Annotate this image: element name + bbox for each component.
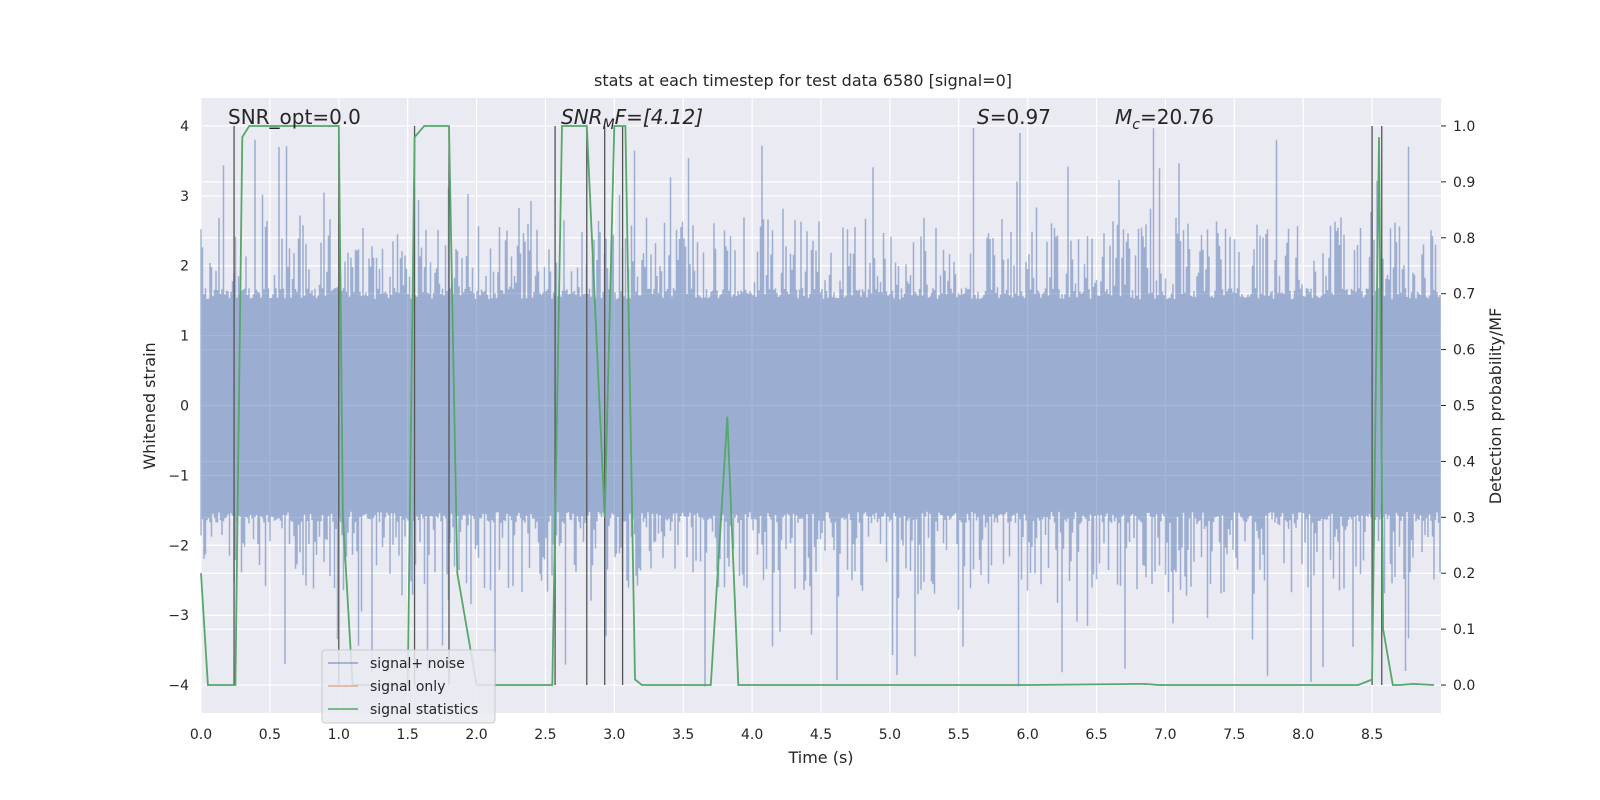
x-tick-label-17: 8.5	[1361, 727, 1383, 743]
annotation-mc-symbol: M	[1115, 105, 1132, 129]
y-tick-label-0: −4	[168, 678, 189, 694]
x-tick-label-1: 0.5	[259, 727, 281, 743]
y-tick-label-5: 1	[180, 329, 189, 345]
x-tick-label-9: 4.5	[810, 727, 832, 743]
y-tick-label-6: 2	[180, 259, 189, 275]
x-tick-label-5: 2.5	[534, 727, 556, 743]
annotation-s: S=0.97	[977, 105, 1051, 129]
signal-noise-trace	[200, 128, 1441, 687]
x-tick-label-15: 7.5	[1223, 727, 1245, 743]
x-tick-label-10: 5.0	[879, 727, 901, 743]
signal-statistics-series	[200, 125, 1435, 686]
chart-title: stats at each timestep for test data 658…	[594, 71, 1012, 90]
y-axis-label: Whitened strain	[140, 342, 159, 469]
x-tick-label-3: 1.5	[397, 727, 419, 743]
x-tick-labels: 0.0 0.5 1.0 1.5 2.0 2.5 3.0 3.5 4.0 4.5 5.0 5.5 6.0 6…	[190, 727, 1383, 743]
annotation-mc-subscript: c	[1132, 117, 1140, 133]
y-right-tick-label-5: 0.5	[1453, 399, 1475, 415]
x-tick-label-12: 6.0	[1017, 727, 1039, 743]
y-right-axis-label: Detection probability/MF	[1486, 308, 1505, 505]
y-right-tick-label-10: 1.0	[1453, 119, 1475, 135]
y-tick-label-3: −1	[168, 468, 189, 484]
series-line-0	[200, 125, 1435, 686]
y-right-tick-label-8: 0.8	[1453, 231, 1475, 247]
annotation-snr-opt: SNR_opt=0.0	[228, 105, 361, 129]
x-tick-label-16: 8.0	[1292, 727, 1314, 743]
y-right-tick-label-4: 0.4	[1453, 454, 1475, 470]
x-tick-label-0: 0.0	[190, 727, 212, 743]
y-tick-label-8: 4	[180, 119, 189, 135]
y-tick-label-1: −3	[168, 608, 189, 624]
x-tick-label-8: 4.0	[741, 727, 763, 743]
legend-label-signal-noise: signal+ noise	[370, 656, 465, 672]
legend-label-signal-statistics: signal statistics	[370, 702, 478, 718]
x-axis-label: Time (s)	[787, 748, 853, 767]
y-right-tick-labels: 0.0 0.1 0.2 0.3 0.4 0.5 0.6 0.7 0.8 0.9 1.0	[1441, 119, 1475, 694]
x-tick-label-6: 3.0	[603, 727, 625, 743]
legend-label-signal-only: signal only	[370, 679, 445, 695]
annotation-snr-mf: SNRMF=[4.12]	[561, 105, 703, 133]
y-right-tick-label-1: 0.1	[1453, 622, 1475, 638]
annotation-snr-mf-symbol: SNR	[561, 105, 603, 129]
y-right-tick-label-0: 0.0	[1453, 678, 1475, 694]
y-tick-label-7: 3	[180, 189, 189, 205]
x-tick-label-7: 3.5	[672, 727, 694, 743]
annotation-mc: Mc=20.76	[1115, 105, 1214, 133]
y-tick-label-4: 0	[180, 399, 189, 415]
legend: signal+ noise signal only signal statist…	[321, 649, 496, 724]
x-tick-label-14: 7.0	[1154, 727, 1176, 743]
y-right-tick-label-3: 0.3	[1453, 510, 1475, 526]
y-tick-label-2: −2	[168, 538, 189, 554]
x-tick-label-4: 2.0	[465, 727, 487, 743]
annotation-snr-mf-subscript: M	[603, 117, 615, 133]
annotation-snr-mf-value: F=[4.12]	[615, 105, 703, 129]
annotation-mc-value: =20.76	[1140, 105, 1214, 129]
y-right-tick-label-7: 0.7	[1453, 287, 1475, 303]
y-right-tick-label-6: 0.6	[1453, 343, 1475, 359]
y-right-tick-label-2: 0.2	[1453, 566, 1475, 582]
signal-noise-path	[200, 128, 1441, 687]
x-tick-label-11: 5.5	[948, 727, 970, 743]
x-tick-label-13: 6.5	[1085, 727, 1107, 743]
x-tick-label-2: 1.0	[328, 727, 350, 743]
annotation-s-symbol: S	[977, 105, 990, 129]
legend-box	[321, 649, 496, 724]
annotation-s-value: =0.97	[990, 105, 1051, 129]
y-right-tick-label-9: 0.9	[1453, 175, 1475, 191]
y-tick-labels: −4 −3 −2 −1 0 1 2 3 4	[168, 119, 189, 694]
